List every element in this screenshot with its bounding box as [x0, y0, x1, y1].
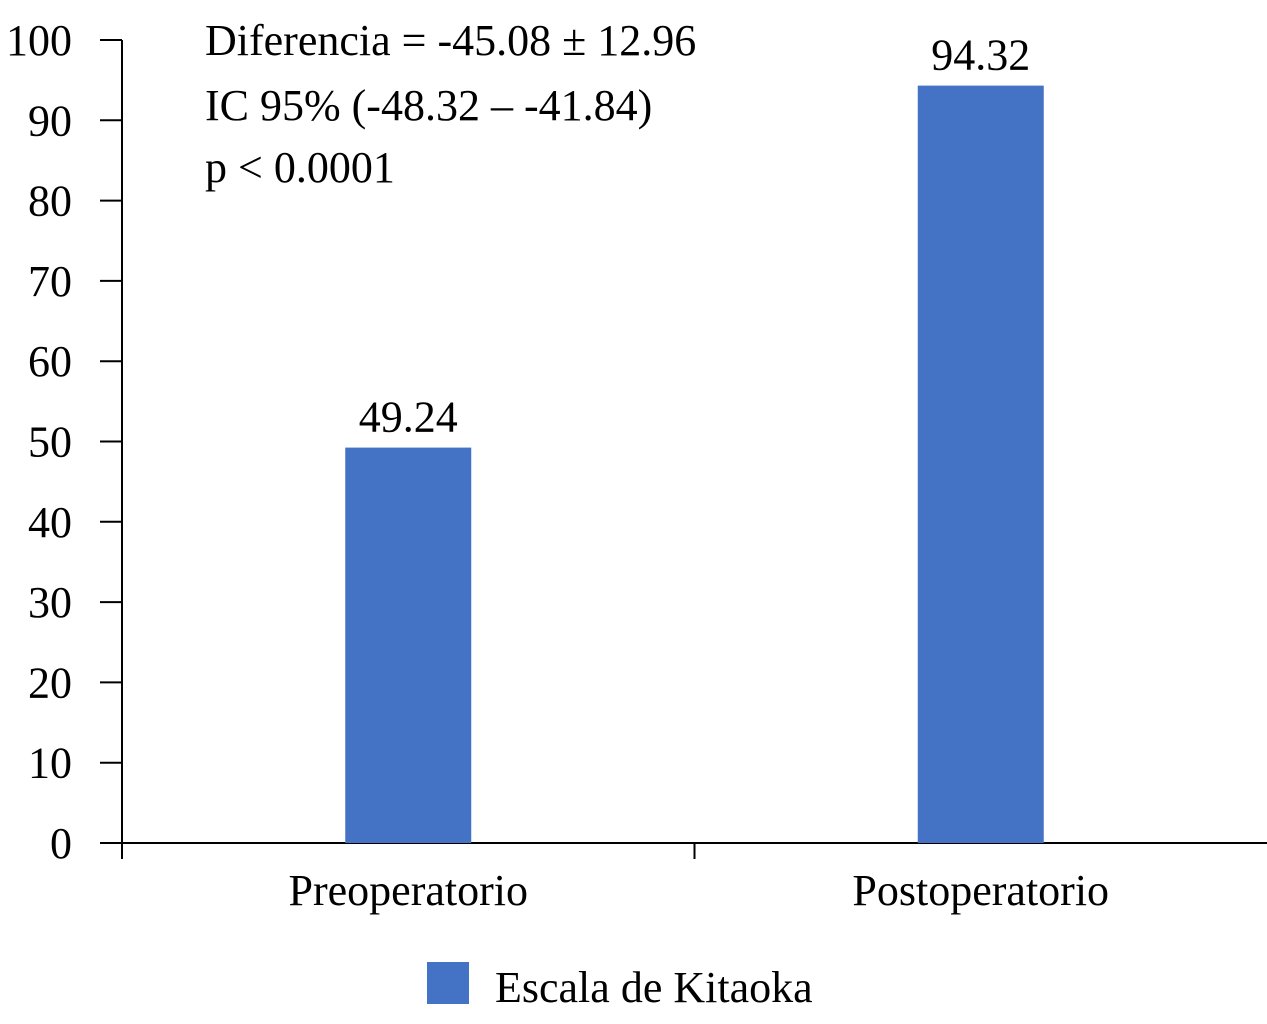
- data-label-preoperatorio: 49.24: [359, 393, 458, 442]
- y-tick-label: 50: [28, 418, 72, 467]
- y-tick-label: 10: [28, 739, 72, 788]
- y-tick-label: 80: [28, 177, 72, 226]
- y-tick-label: 60: [28, 337, 72, 386]
- y-tick-label: 70: [28, 257, 72, 306]
- legend-label: Escala de Kitaoka: [495, 963, 813, 1012]
- y-tick-label: 20: [28, 658, 72, 707]
- bar-preoperatorio: [345, 447, 472, 843]
- bar-postoperatorio: [917, 85, 1044, 843]
- y-tick-label: 30: [28, 578, 72, 627]
- data-label-postoperatorio: 94.32: [931, 31, 1030, 80]
- category-label-postoperatorio: Postoperatorio: [852, 866, 1109, 915]
- y-tick-label: 90: [28, 96, 72, 145]
- y-tick-label: 0: [50, 819, 72, 868]
- axes: 0 10 20 30 40 50 60 70 80 90 100: [6, 16, 1267, 868]
- legend: Escala de Kitaoka: [427, 962, 813, 1012]
- annotation-p-value: p < 0.0001: [205, 143, 395, 192]
- annotation-ci: IC 95% (-48.32 – -41.84): [205, 81, 652, 130]
- bars: [345, 85, 1044, 843]
- category-label-preoperatorio: Preoperatorio: [289, 866, 528, 915]
- y-tick-label: 100: [6, 16, 72, 65]
- legend-swatch: [427, 962, 469, 1004]
- annotation-block: Diferencia = -45.08 ± 12.96 IC 95% (-48.…: [205, 16, 696, 192]
- annotation-difference: Diferencia = -45.08 ± 12.96: [205, 16, 696, 65]
- labels: 49.24 Preoperatorio 94.32 Postoperatorio: [289, 31, 1110, 915]
- y-tick-label: 40: [28, 498, 72, 547]
